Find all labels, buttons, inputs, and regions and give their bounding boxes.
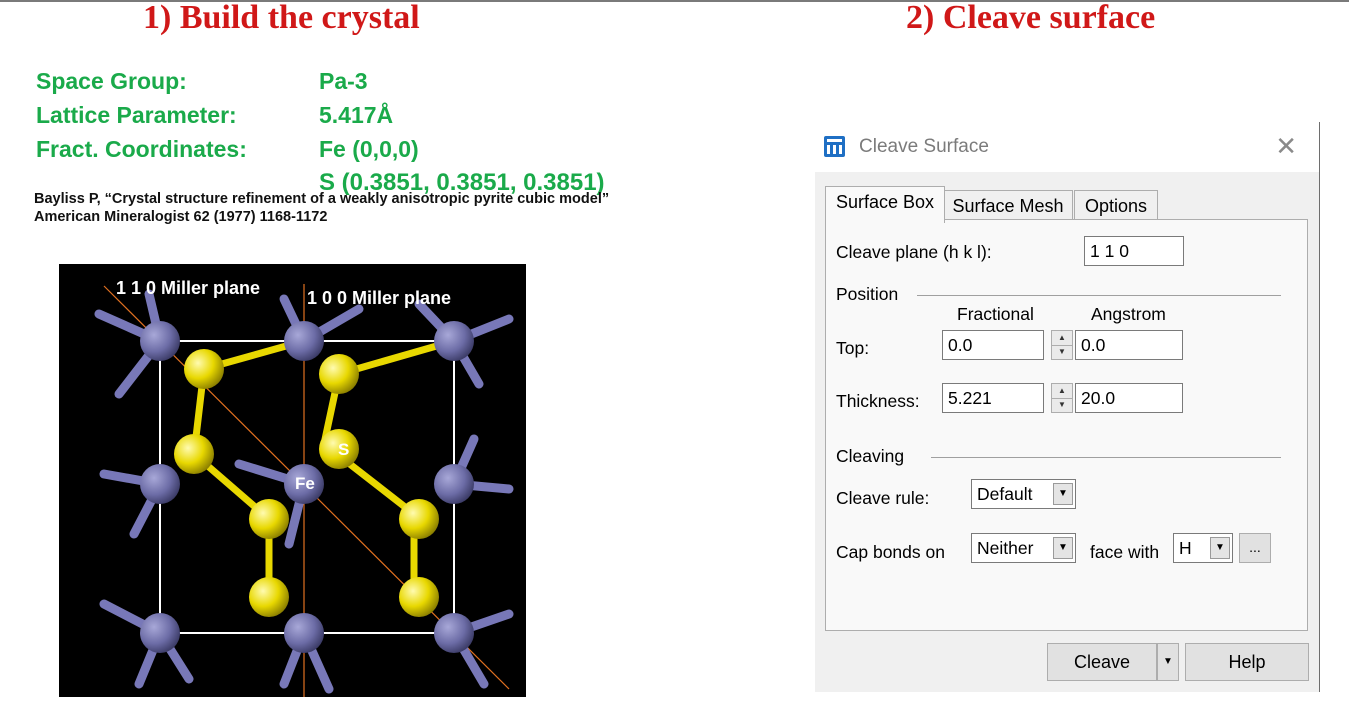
top-spinner[interactable]: ▲ ▼	[1051, 330, 1073, 360]
fract-coordinates-label: Fract. Coordinates:	[36, 136, 247, 162]
thickness-angstrom-input[interactable]: 20.0	[1075, 383, 1183, 413]
top-rule	[0, 0, 1349, 2]
fractional-column-label: Fractional	[957, 304, 1034, 324]
position-group-label: Position	[836, 284, 899, 304]
cleave-rule-select[interactable]: Default ▼	[971, 479, 1076, 509]
spin-down-icon[interactable]: ▼	[1058, 400, 1066, 409]
crystal-structure-drawing	[94, 284, 514, 697]
top-label: Top:	[836, 338, 870, 358]
label-s-atom: S	[338, 440, 350, 459]
tab-surface-mesh[interactable]: Surface Mesh	[943, 190, 1073, 221]
fract-coordinates-s: S (0.3851, 0.3851, 0.3851)	[319, 169, 605, 196]
fract-coordinates-fe: Fe (0,0,0)	[319, 136, 419, 162]
spin-up-icon[interactable]: ▲	[1052, 331, 1072, 346]
label-110-plane: 1 1 0 Miller plane	[116, 278, 261, 298]
surface-box-page: Cleave plane (h k l): 1 1 0 Position Fra…	[825, 219, 1308, 631]
tab-surface-box[interactable]: Surface Box	[825, 186, 945, 223]
cleave-rule-label: Cleave rule:	[836, 488, 930, 508]
crystal-structure-image: 1 1 0 Miller plane 1 0 0 Miller plane S …	[59, 264, 526, 697]
cap-bonds-label: Cap bonds on	[836, 542, 945, 562]
cleave-rule-value: Default	[977, 484, 1033, 504]
space-group-value: Pa-3	[319, 68, 368, 94]
cleave-plane-input[interactable]: 1 1 0	[1084, 236, 1184, 266]
spin-up-icon[interactable]: ▲	[1052, 384, 1072, 399]
cap-bonds-value: Neither	[977, 538, 1034, 558]
heading-cleave-surface: 2) Cleave surface	[906, 0, 1156, 36]
cleaving-divider	[931, 457, 1281, 458]
dropdown-arrow-icon[interactable]: ▼	[1210, 537, 1230, 559]
thickness-fractional-input[interactable]: 5.221	[942, 383, 1044, 413]
position-divider	[917, 295, 1281, 296]
help-button[interactable]: Help	[1185, 643, 1309, 681]
face-with-value: H	[1179, 538, 1192, 558]
cleaving-group-label: Cleaving	[836, 446, 905, 466]
lattice-parameter-label: Lattice Parameter:	[36, 102, 237, 128]
label-fe-atom: Fe	[295, 474, 315, 493]
cleave-surface-dialog: Cleave Surface ✕ Surface Box Surface Mes…	[815, 122, 1320, 692]
angstrom-column-label: Angstrom	[1091, 304, 1166, 324]
top-fractional-input[interactable]: 0.0	[942, 330, 1044, 360]
label-100-plane: 1 0 0 Miller plane	[307, 288, 452, 308]
citation: Bayliss P, “Crystal structure refinement…	[34, 191, 610, 225]
cleave-button[interactable]: Cleave	[1047, 643, 1157, 681]
face-with-label: face with	[1090, 542, 1160, 562]
lattice-parameter-value: 5.417Å	[319, 102, 394, 128]
tab-options[interactable]: Options	[1074, 190, 1158, 221]
dialog-titlebar[interactable]: Cleave Surface ✕	[815, 122, 1319, 172]
s-atoms	[174, 349, 439, 617]
dialog-right-border	[1319, 122, 1320, 692]
heading-build-crystal: 1) Build the crystal	[143, 0, 420, 36]
close-icon[interactable]: ✕	[1275, 131, 1297, 161]
dialog-title: Cleave Surface	[859, 136, 989, 157]
cap-bonds-select[interactable]: Neither ▼	[971, 533, 1076, 563]
fe-atoms	[140, 321, 474, 653]
top-angstrom-input[interactable]: 0.0	[1075, 330, 1183, 360]
dropdown-arrow-icon[interactable]: ▼	[1053, 483, 1073, 505]
cleave-dropdown-icon[interactable]: ▼	[1157, 643, 1179, 681]
thickness-label: Thickness:	[836, 391, 920, 411]
spin-down-icon[interactable]: ▼	[1058, 347, 1066, 356]
ellipsis-button[interactable]: ...	[1239, 533, 1271, 563]
space-group-label: Space Group:	[36, 68, 187, 94]
cleave-plane-label: Cleave plane (h k l):	[836, 242, 992, 262]
thickness-spinner[interactable]: ▲ ▼	[1051, 383, 1073, 413]
face-with-select[interactable]: H ▼	[1173, 533, 1233, 563]
app-icon	[824, 136, 845, 157]
dropdown-arrow-icon[interactable]: ▼	[1053, 537, 1073, 559]
